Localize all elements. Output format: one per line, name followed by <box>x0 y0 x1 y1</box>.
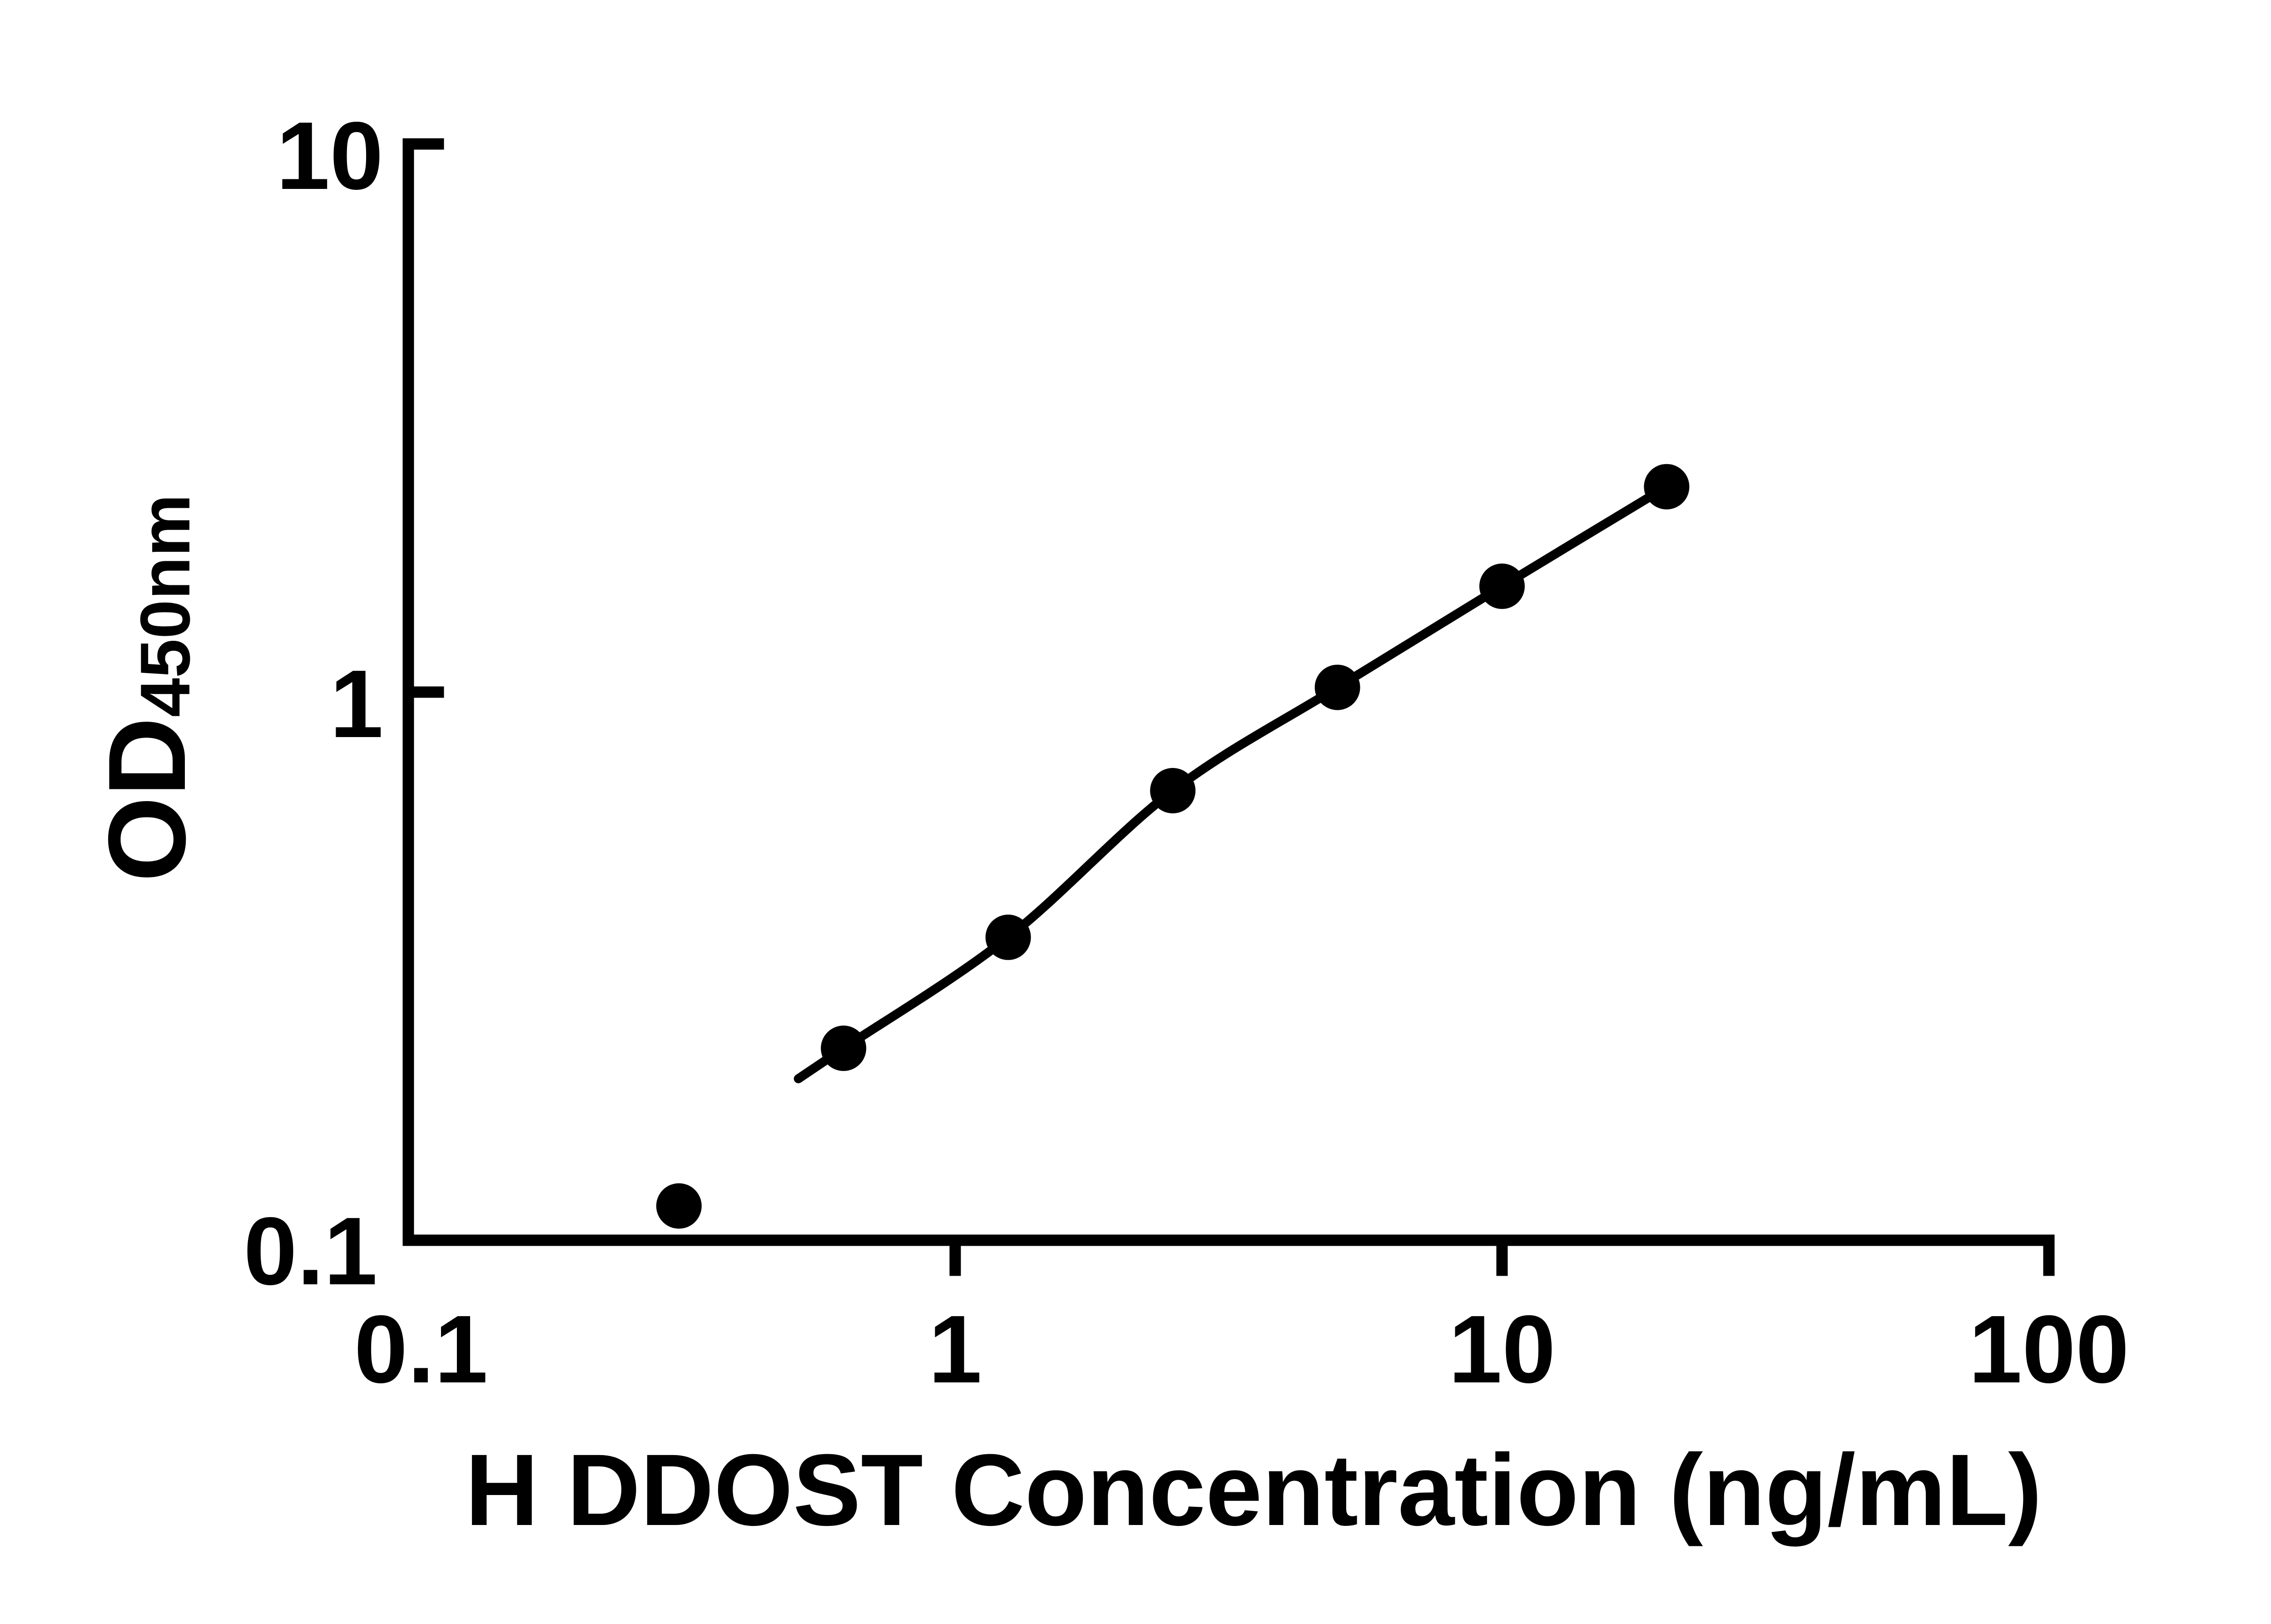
svg-text:10: 10 <box>276 102 383 209</box>
svg-text:0.1: 0.1 <box>354 1295 488 1403</box>
svg-text:0.1: 0.1 <box>243 1197 377 1305</box>
svg-text:10: 10 <box>1448 1295 1556 1403</box>
svg-text:H DDOST Concentration (ng/mL): H DDOST Concentration (ng/mL) <box>465 1433 2042 1547</box>
svg-text:1: 1 <box>928 1295 982 1403</box>
svg-text:1: 1 <box>330 650 383 758</box>
svg-text:100: 100 <box>1969 1295 2129 1403</box>
